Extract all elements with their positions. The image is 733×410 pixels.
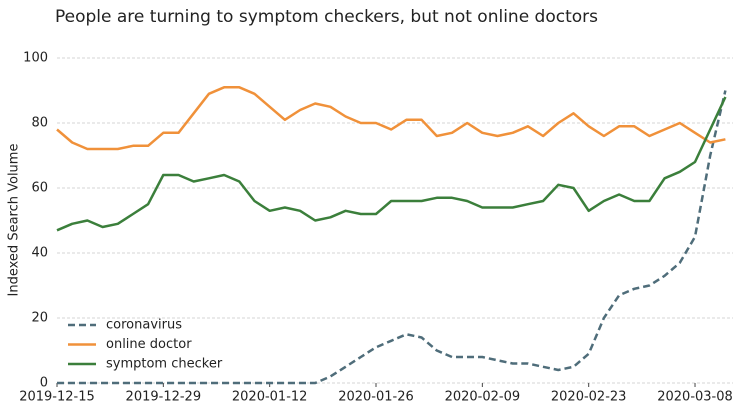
y-tick-label: 40 bbox=[31, 246, 48, 261]
y-tick-label: 80 bbox=[31, 116, 48, 131]
x-tick-label: 2020-01-12 bbox=[232, 390, 308, 405]
y-axis-label: Indexed Search Volume bbox=[7, 144, 22, 297]
x-tick-label: 2019-12-15 bbox=[19, 390, 95, 405]
x-tick-label: 2020-01-26 bbox=[338, 390, 414, 405]
legend-label: symptom checker bbox=[106, 357, 223, 372]
x-tick-label: 2020-02-09 bbox=[445, 390, 521, 405]
x-tick-label: 2020-02-23 bbox=[551, 390, 627, 405]
y-tick-label: 20 bbox=[31, 311, 48, 326]
line-series bbox=[57, 90, 727, 385]
line-series bbox=[56, 96, 727, 232]
line-series bbox=[56, 86, 726, 151]
legend-label: coronavirus bbox=[106, 318, 182, 333]
x-tick-label: 2019-12-29 bbox=[126, 390, 202, 405]
y-tick-label: 60 bbox=[31, 181, 48, 196]
y-tick-label: 0 bbox=[40, 376, 48, 391]
legend-label: online doctor bbox=[106, 337, 192, 352]
chart-title: People are turning to symptom checkers, … bbox=[55, 7, 598, 27]
x-tick-label: 2020-03-08 bbox=[657, 390, 733, 405]
y-tick-label: 100 bbox=[23, 51, 48, 66]
